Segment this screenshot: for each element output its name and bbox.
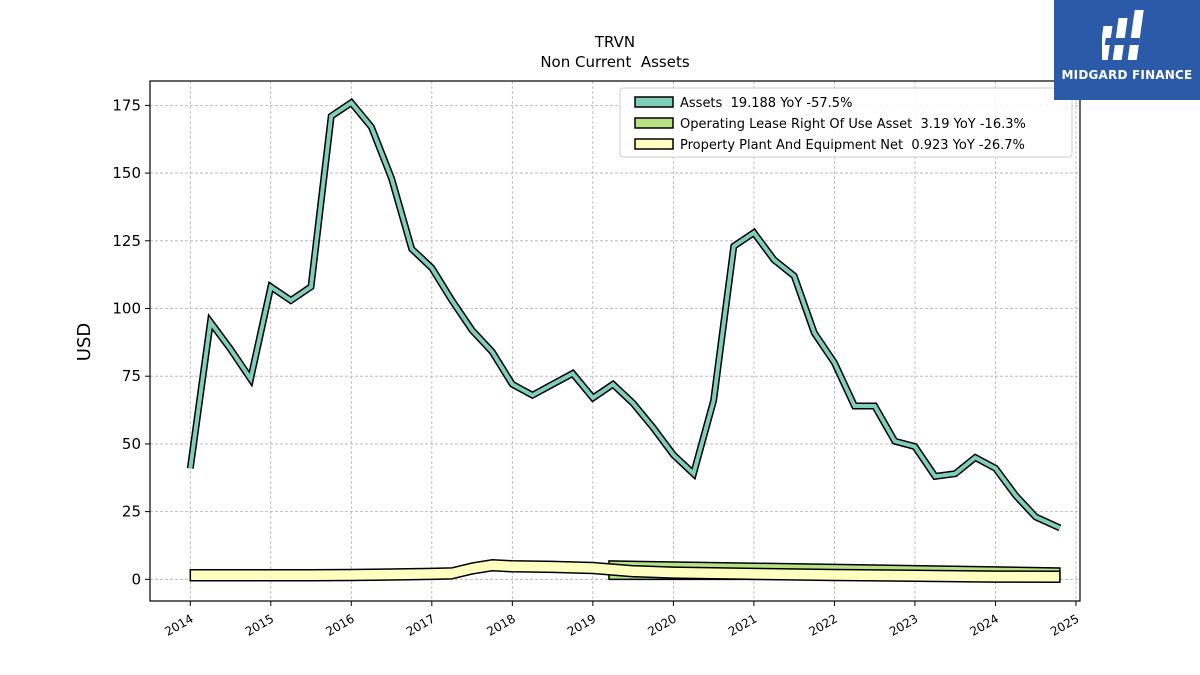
x-tick-label: 2015 xyxy=(243,611,276,638)
series-assets-outline xyxy=(186,98,1062,532)
x-tick-label: 2018 xyxy=(484,611,517,638)
legend-swatch xyxy=(634,96,674,108)
legend: Assets 19.188 YoY -57.5% Operating Lease … xyxy=(619,87,1073,158)
y-tick-label: 0 xyxy=(131,570,141,588)
y-tick-label: 125 xyxy=(112,232,141,250)
x-tick-label: 2014 xyxy=(162,611,195,638)
x-tick-label: 2019 xyxy=(565,611,598,638)
y-tick-label: 75 xyxy=(122,367,141,385)
legend-label: Operating Lease Right Of Use Asset 3.19 … xyxy=(680,117,1026,132)
x-tick-label: 2020 xyxy=(645,611,678,638)
x-tick-label: 2025 xyxy=(1048,611,1081,638)
x-tick-label: 2022 xyxy=(806,611,839,638)
plot-area xyxy=(186,98,1062,584)
y-tick-label: 100 xyxy=(112,300,141,318)
x-tick-label: 2024 xyxy=(968,611,1001,638)
legend-swatch xyxy=(634,117,674,129)
x-tick-label: 2021 xyxy=(726,611,759,638)
x-tick-label: 2017 xyxy=(404,611,437,638)
plot-frame xyxy=(149,80,1081,602)
series-assets-line xyxy=(188,100,1061,530)
x-tick-label: 2023 xyxy=(887,611,920,638)
brand-logo: MIDGARD FINANCE xyxy=(1054,0,1200,100)
y-tick-label: 150 xyxy=(112,164,141,182)
chart-title: TRVN xyxy=(594,33,635,51)
legend-swatch xyxy=(634,138,674,150)
brand-name: MIDGARD FINANCE xyxy=(1061,68,1193,82)
series-ppe-area xyxy=(189,559,1061,584)
y-tick-label: 25 xyxy=(122,503,141,521)
y-axis-label: USD xyxy=(74,323,95,361)
y-tick-label: 175 xyxy=(112,96,141,114)
y-tick-label: 50 xyxy=(122,435,141,453)
midgard-logo-icon xyxy=(1102,10,1144,60)
legend-box xyxy=(619,87,1073,158)
x-tick-label: 2016 xyxy=(323,611,356,638)
legend-label: Assets 19.188 YoY -57.5% xyxy=(680,96,852,111)
chart-subtitle: Non Current Assets xyxy=(540,53,690,71)
legend-label: Property Plant And Equipment Net 0.923 Y… xyxy=(680,138,1025,153)
grid-lines xyxy=(150,81,1080,601)
